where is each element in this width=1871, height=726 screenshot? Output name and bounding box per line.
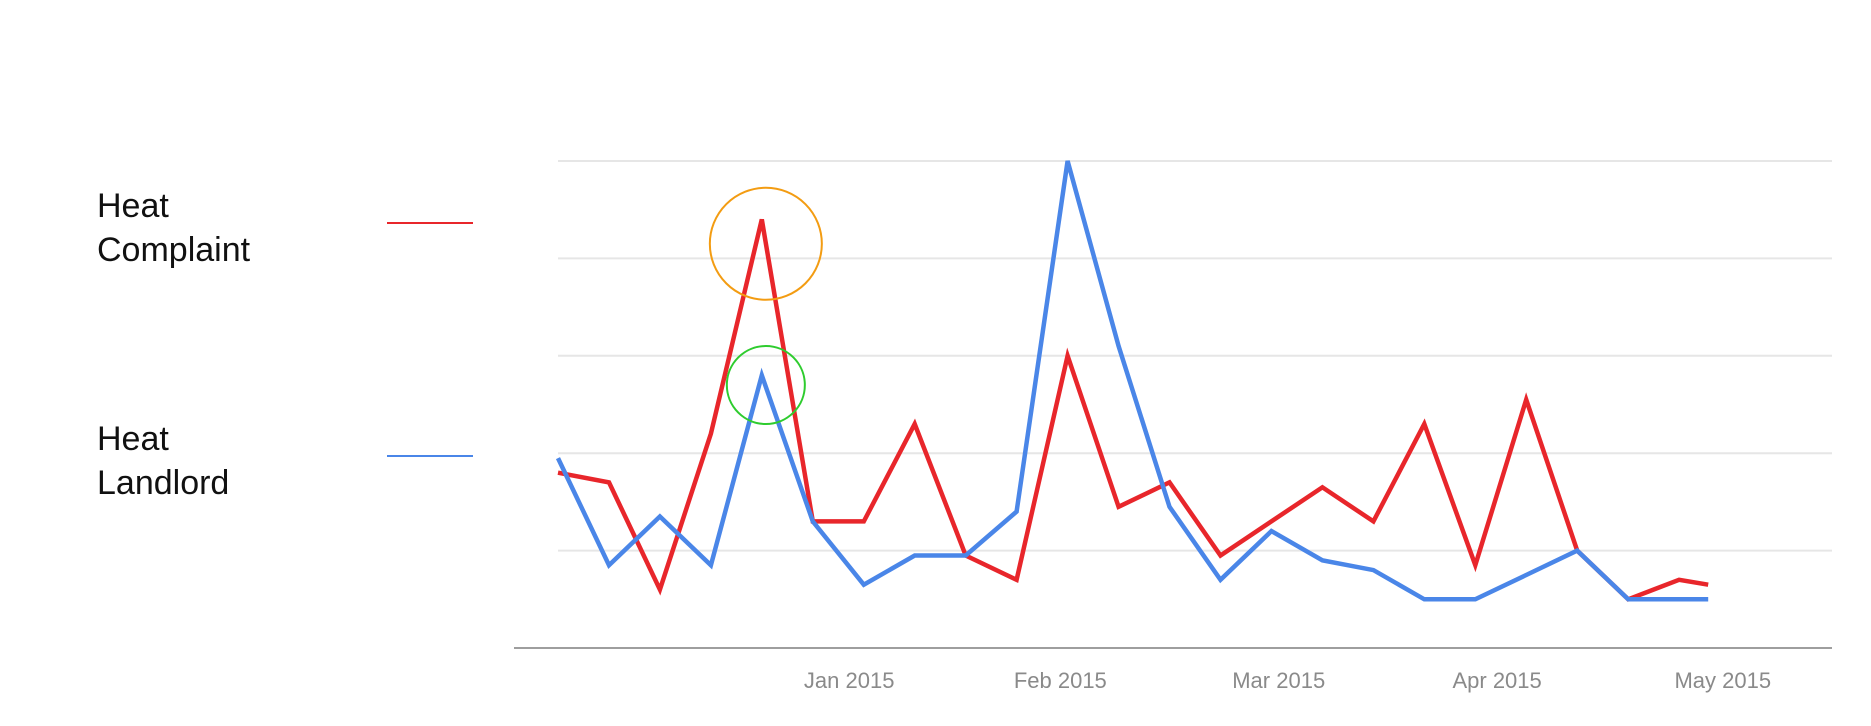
legend-label-heat-complaint-line1: Heat [97, 187, 169, 225]
annotation-circle-1 [708, 186, 823, 301]
legend-label-heat-landlord-line1: Heat [97, 420, 169, 458]
x-tick-label-5: May 2015 [1674, 668, 1771, 693]
annotation-circle-2 [725, 345, 806, 426]
series-line-heat-complaint [557, 218, 1709, 602]
legend-label-heat-complaint-line2: Complaint [97, 231, 251, 269]
legend-label-heat-landlord: Heat Landlord [97, 417, 229, 505]
series-line-heat-landlord [555, 160, 1709, 602]
x-tick-label-1: Jan 2015 [804, 668, 895, 693]
legend-label-heat-landlord-line2: Landlord [97, 464, 230, 502]
x-tick-label-2: Feb 2015 [1014, 668, 1107, 693]
x-tick-label-3: Mar 2015 [1232, 668, 1325, 693]
legend-swatch-heat-landlord [387, 455, 473, 457]
legend-swatch-heat-complaint [387, 222, 473, 224]
legend-label-heat-complaint: Heat Complaint [97, 184, 250, 272]
x-tick-label-4: Apr 2015 [1452, 668, 1541, 693]
